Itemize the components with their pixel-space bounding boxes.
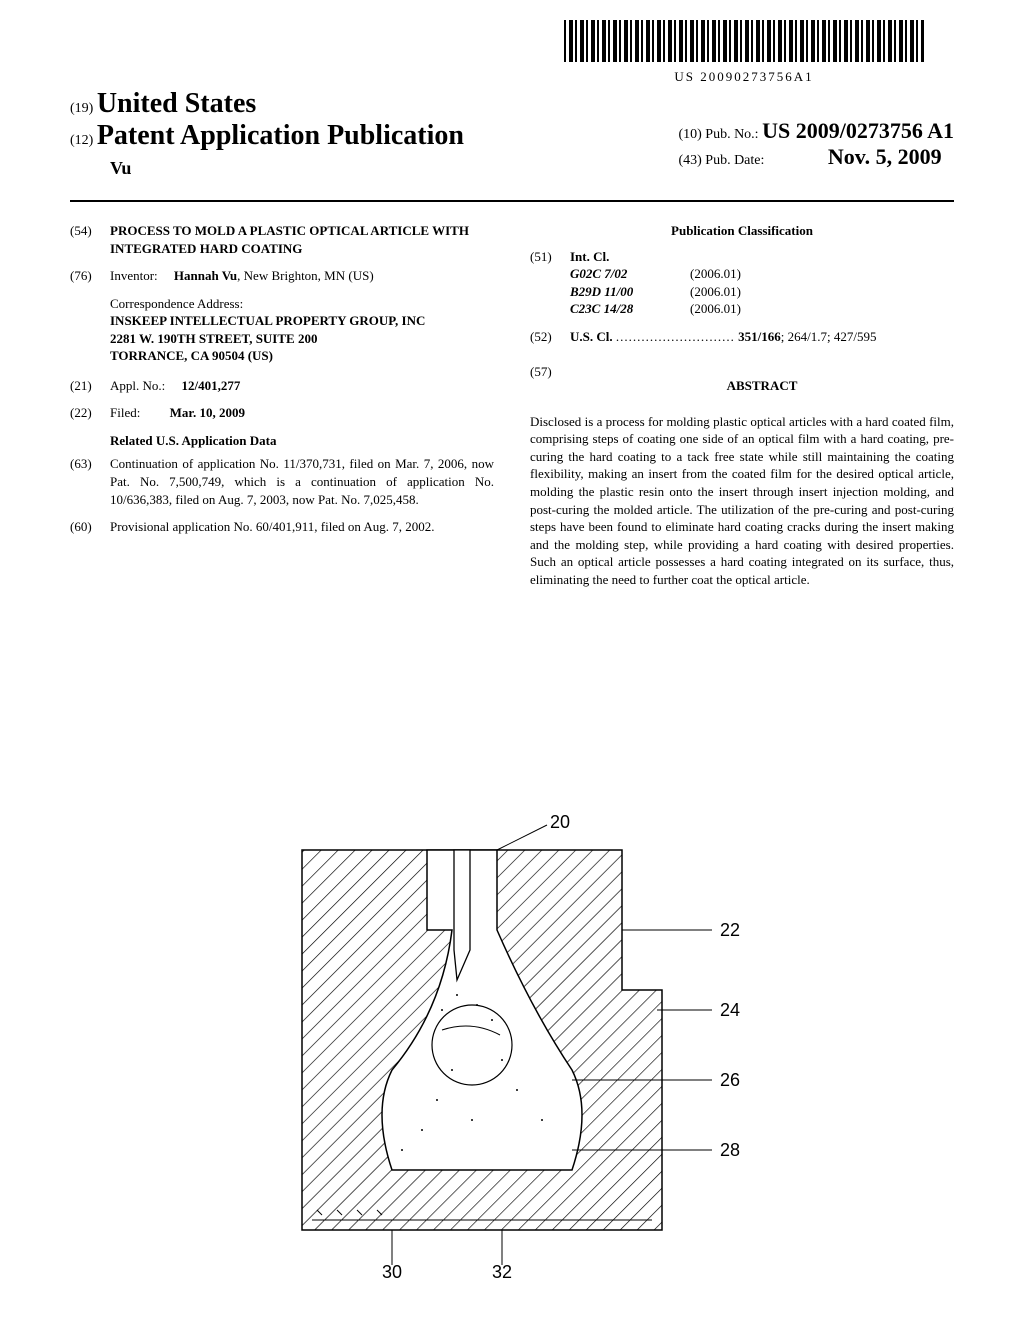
field-57-code: (57) xyxy=(530,363,570,403)
right-column: Publication Classification (51) Int. Cl.… xyxy=(530,222,954,588)
pubno: US 2009/0273756 A1 xyxy=(762,118,954,143)
provisional-text: Provisional application No. 60/401,911, … xyxy=(110,518,494,536)
barcode-text: US 20090273756A1 xyxy=(564,69,924,85)
field-22-code: (22) xyxy=(70,404,110,422)
mold-figure-svg: 20 22 24 26 28 30 32 xyxy=(242,810,782,1280)
body-columns: (54) PROCESS TO MOLD A PLASTIC OPTICAL A… xyxy=(70,222,954,588)
intcl-code-0: G02C 7/02 xyxy=(570,265,690,283)
field-51-code: (51) xyxy=(530,248,570,318)
pubdate: Nov. 5, 2009 xyxy=(828,144,942,169)
filed-label: Filed: xyxy=(110,405,140,420)
field-54-code: (54) xyxy=(70,222,110,257)
intcl-ver-0: (2006.01) xyxy=(690,265,741,283)
pubdate-label: Pub. Date: xyxy=(705,153,764,168)
intcl-ver-2: (2006.01) xyxy=(690,300,741,318)
uscl-rest: ; 264/1.7; 427/595 xyxy=(781,329,877,344)
header: (19) United States (12) Patent Applicati… xyxy=(70,88,954,179)
continuation-text: Continuation of application No. 11/370,7… xyxy=(110,455,494,508)
applno: 12/401,277 xyxy=(182,378,241,393)
inventor-label: Inventor: xyxy=(110,268,158,283)
abstract-text: Disclosed is a process for molding plast… xyxy=(530,413,954,588)
inventor-rest: , New Brighton, MN (US) xyxy=(237,268,374,283)
country: United States xyxy=(97,88,256,119)
fig-label-30: 30 xyxy=(382,1262,402,1280)
intcl-ver-1: (2006.01) xyxy=(690,283,741,301)
correspondence-addr2: TORRANCE, CA 90504 (US) xyxy=(110,347,494,365)
applno-label: Appl. No.: xyxy=(110,378,165,393)
uscl-dots: ............................ xyxy=(616,329,735,344)
abstract-heading: ABSTRACT xyxy=(570,377,954,395)
pubclass-heading: Publication Classification xyxy=(530,222,954,240)
pubno-label: Pub. No.: xyxy=(705,127,758,142)
correspondence-name: INSKEEP INTELLECTUAL PROPERTY GROUP, INC xyxy=(110,312,494,330)
intcl-code-2: C23C 14/28 xyxy=(570,300,690,318)
correspondence-addr1: 2281 W. 190TH STREET, SUITE 200 xyxy=(110,330,494,348)
uscl-label: U.S. Cl. xyxy=(570,329,613,344)
fig-label-26: 26 xyxy=(720,1070,740,1090)
figure: 20 22 24 26 28 30 32 xyxy=(0,810,1024,1280)
fig-label-32: 32 xyxy=(492,1262,512,1280)
inventor-name: Hannah Vu xyxy=(174,268,237,283)
field-21-code: (21) xyxy=(70,377,110,395)
barcode xyxy=(564,20,924,62)
field-60-code: (60) xyxy=(70,518,110,536)
fig-label-24: 24 xyxy=(720,1000,740,1020)
pubno-code: (10) xyxy=(678,127,701,142)
intcl-code-1: B29D 11/00 xyxy=(570,283,690,301)
divider xyxy=(70,200,954,202)
author: Vu xyxy=(110,158,131,179)
related-heading: Related U.S. Application Data xyxy=(110,432,494,450)
code-19: (19) xyxy=(70,101,93,116)
code-12: (12) xyxy=(70,133,93,148)
field-63-code: (63) xyxy=(70,455,110,508)
publication-title: Patent Application Publication xyxy=(97,120,464,151)
left-column: (54) PROCESS TO MOLD A PLASTIC OPTICAL A… xyxy=(70,222,494,588)
intcl-label: Int. Cl. xyxy=(570,248,954,266)
fig-label-20: 20 xyxy=(550,812,570,832)
fig-label-22: 22 xyxy=(720,920,740,940)
field-52-code: (52) xyxy=(530,328,570,346)
fig-label-28: 28 xyxy=(720,1140,740,1160)
correspondence-label: Correspondence Address: xyxy=(110,295,494,313)
barcode-zone: US 20090273756A1 xyxy=(564,20,924,85)
field-76-code: (76) xyxy=(70,267,110,285)
filed-date: Mar. 10, 2009 xyxy=(170,405,245,420)
invention-title: PROCESS TO MOLD A PLASTIC OPTICAL ARTICL… xyxy=(110,222,494,257)
pubdate-code: (43) xyxy=(678,153,701,168)
uscl-primary: 351/166 xyxy=(738,329,781,344)
